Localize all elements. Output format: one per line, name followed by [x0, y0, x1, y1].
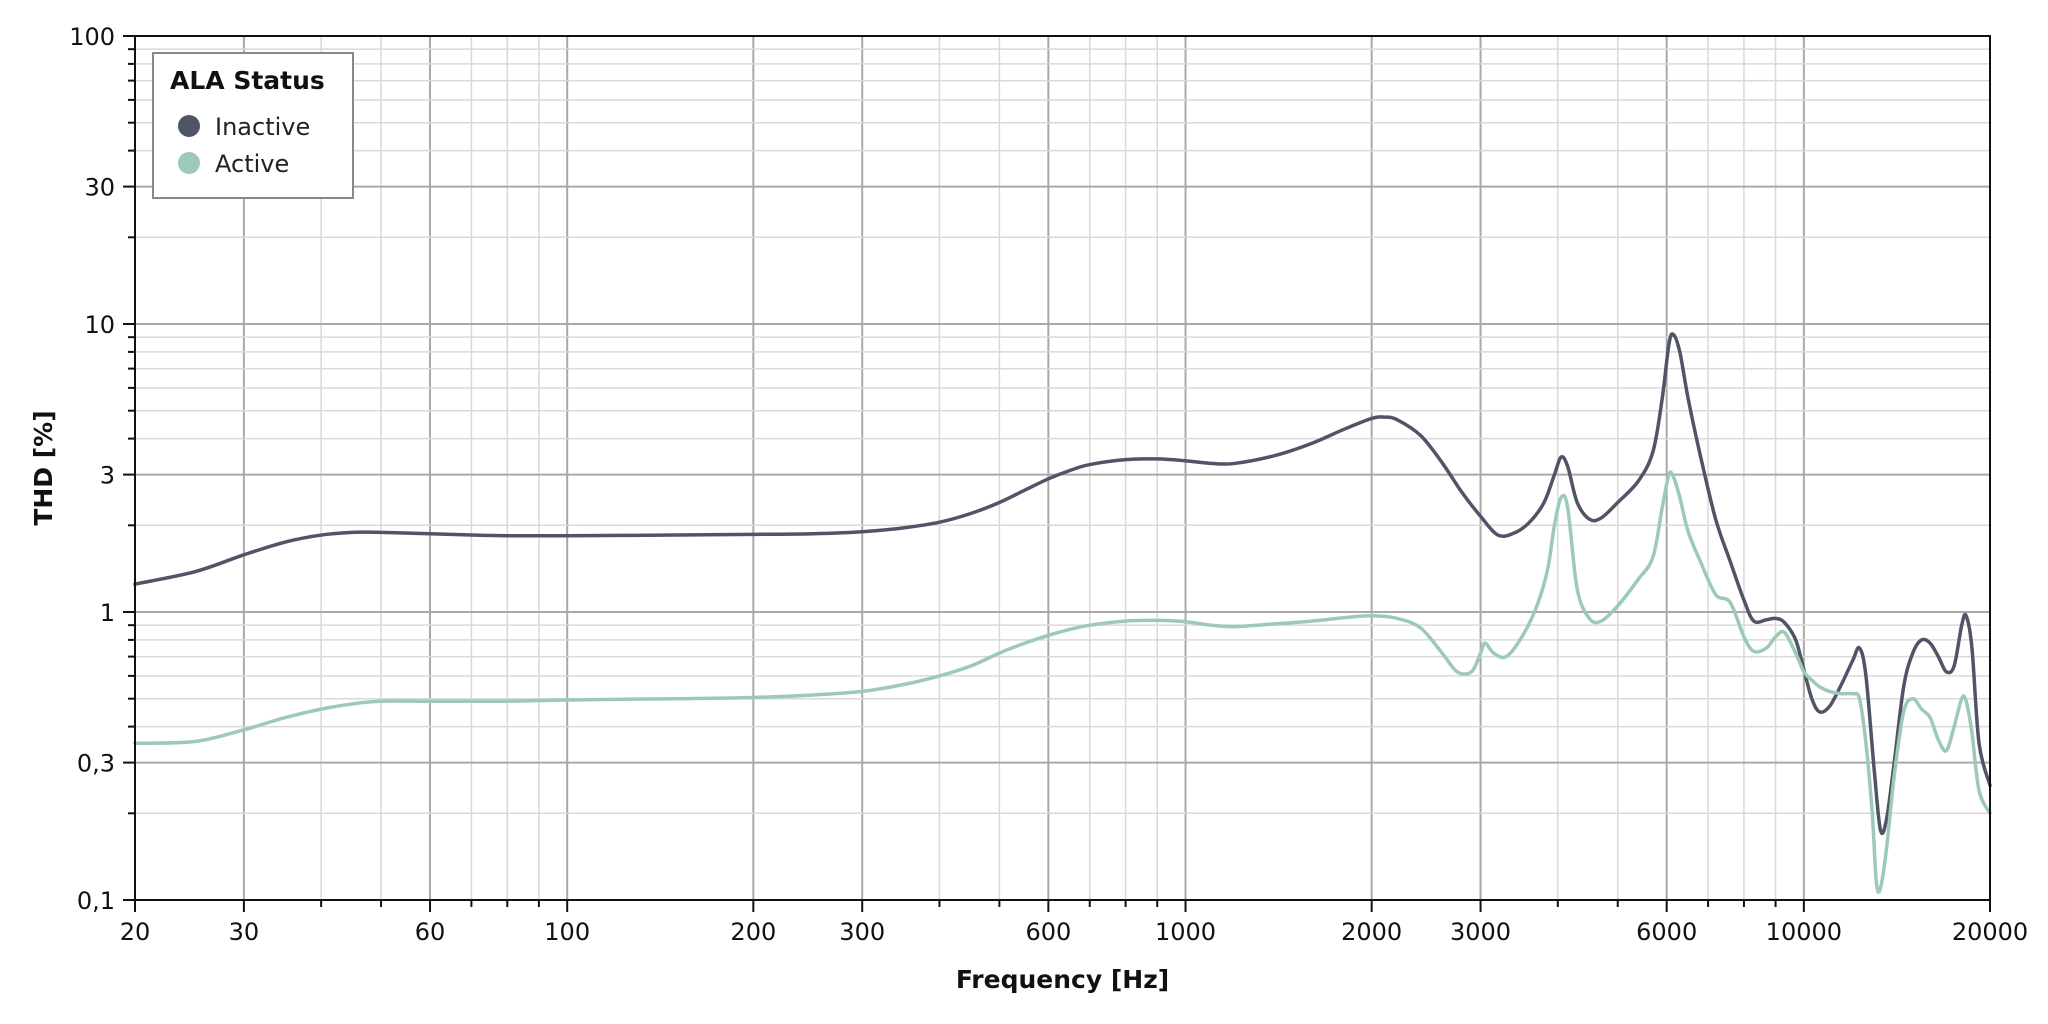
- x-axis-title: Frequency [Hz]: [956, 965, 1169, 994]
- x-tick-label: 6000: [1636, 918, 1697, 946]
- series-line-inactive: [133, 332, 1992, 836]
- grid: [134, 35, 1991, 901]
- x-tick-label: 3000: [1450, 918, 1511, 946]
- series-layer: [133, 332, 1992, 894]
- x-tick-label: 1000: [1155, 918, 1216, 946]
- x-tick-label: 2000: [1341, 918, 1402, 946]
- legend-items: Inactive Active: [178, 113, 310, 178]
- x-tick-label: 300: [839, 918, 885, 946]
- x-tick-label: 20: [120, 918, 151, 946]
- series-line-active: [133, 470, 1992, 894]
- plot-frame: [134, 35, 1991, 901]
- y-tick-label: 1: [100, 599, 115, 627]
- y-tick-label: 0,3: [77, 750, 115, 778]
- x-tick-label: 200: [730, 918, 776, 946]
- legend-label-active: Active: [215, 150, 289, 178]
- legend-swatch-inactive: [178, 115, 200, 137]
- y-tick-labels: 0,1 0,3 1 3 10 30 100: [69, 23, 115, 915]
- y-axis-title: THD [%]: [29, 410, 58, 525]
- legend-title: ALA Status: [170, 66, 325, 95]
- y-tick-label: 3: [100, 462, 115, 490]
- axis-ticks: [123, 35, 1991, 912]
- x-tick-labels: 20 30 60 100 200 300 600 1000 2000 3000 6000 10000 2…: [120, 918, 2028, 946]
- y-tick-label: 0,1: [77, 887, 115, 915]
- y-tick-label: 30: [84, 174, 115, 202]
- x-tick-label: 10000: [1766, 918, 1842, 946]
- legend-label-inactive: Inactive: [215, 113, 310, 141]
- x-tick-label: 60: [415, 918, 446, 946]
- x-tick-label: 20000: [1952, 918, 2028, 946]
- x-tick-label: 600: [1025, 918, 1071, 946]
- y-tick-label: 10: [84, 311, 115, 339]
- x-tick-label: 100: [544, 918, 590, 946]
- legend-swatch-active: [178, 152, 200, 174]
- y-tick-label: 100: [69, 23, 115, 51]
- x-tick-label: 30: [229, 918, 260, 946]
- legend: ALA Status Inactive Active: [152, 52, 354, 199]
